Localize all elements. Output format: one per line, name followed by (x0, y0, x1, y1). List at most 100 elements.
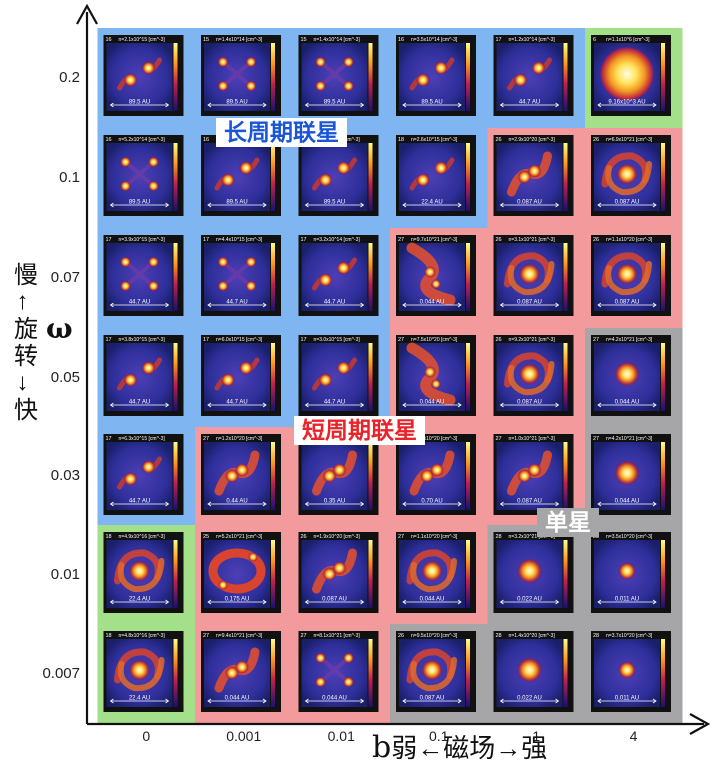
density-peak (120, 180, 131, 192)
density-peak (315, 652, 326, 664)
x-tick-label: 0.01 (327, 728, 355, 744)
panel-level-label: 18 (106, 633, 112, 639)
density-peak (239, 161, 253, 175)
panel-density-label: n=1.1x10^20 [cm^-3] (411, 534, 458, 540)
panel-density-label: n=1.4x10^14 [cm^-3] (216, 37, 263, 43)
y-axis-title-char: 转 (14, 343, 38, 370)
simulation-panel: 18 n=2.6x10^15 [cm^-3] 22.4 AU (396, 135, 476, 216)
panel-density-label: n=1.2x10^14 [cm^-3] (509, 37, 556, 43)
scale-bar-arrow (402, 402, 407, 408)
scale-bar-arrow (304, 599, 309, 605)
colorbar (661, 43, 665, 111)
y-axis-symbol: ω (46, 312, 73, 345)
panel-density-label: n=1.9x10^20 [cm^-3] (314, 534, 361, 540)
colorbar (271, 143, 275, 211)
panel-level-label: 17 (301, 337, 307, 343)
simulation-panel: 16n=4.0x10^15 [cm^-3]89.5 AU (201, 135, 281, 216)
scale-bar-arrow (457, 202, 462, 208)
y-tick-label: 0.07 (50, 269, 80, 286)
panel-scale-label: 0.087 AU (517, 200, 542, 206)
colorbar (368, 143, 373, 211)
density-peak (120, 156, 131, 168)
y-axis-title-char: 快 (14, 397, 38, 424)
panel-density-label: n=6.0x10^15 [cm^-3] (216, 337, 263, 343)
panel-scale-label: 44.7 AU (129, 400, 150, 406)
y-tick-label: 0.2 (59, 69, 80, 86)
scale-bar-arrow (207, 402, 212, 408)
panel-level-label: 27 (301, 633, 307, 639)
simulation-panel: 15 n=1.4x10^14 [cm^-3] 89.5 AU (298, 35, 379, 116)
density-filament (406, 242, 456, 306)
density-peak (123, 73, 138, 87)
colorbar (661, 442, 665, 510)
colorbar (173, 243, 178, 311)
x-axis-title: b弱←磁场→强 (372, 728, 547, 765)
simulation-panel: 27 n=1.0x10^21 [cm^-3] 0.087 AU (493, 434, 574, 515)
scale-bar-arrow (402, 599, 407, 605)
simulation-panel: 17 n=6.0x10^15 [cm^-3] 44.7 AU (201, 335, 281, 416)
density-peak (120, 256, 131, 268)
scale-bar-arrow (207, 599, 212, 605)
scale-bar-arrow (262, 501, 267, 507)
density-peak (218, 580, 228, 590)
scale-bar-arrow (555, 202, 560, 208)
scale-bar-arrow (597, 202, 602, 208)
scale-bar-arrow (360, 102, 365, 108)
density-peak (416, 173, 430, 187)
scale-bar-arrow (652, 501, 657, 507)
colorbar (466, 343, 470, 411)
colorbar (173, 442, 178, 510)
panel-level-label: 28 (593, 534, 599, 540)
density-peak (614, 361, 640, 387)
panel-density-label: n=3.0x10^15 [cm^-3] (314, 337, 361, 343)
scale-bar-arrow (457, 501, 462, 507)
density-peak (618, 661, 636, 679)
panel-density-label: n=3.7x10^20 [cm^-3] (606, 633, 653, 639)
simulation-panel: 16 n=3.5x10^14 [cm^-3] 89.5 AU (396, 35, 476, 116)
x-axis-symbol: b (372, 730, 392, 765)
simulation-panel: 26 n=1.9x10^20 [cm^-3] 0.087 AU (298, 532, 379, 613)
simulation-panel: 26 n=9.2x10^21 [cm^-3] 0.087 AU (493, 335, 574, 416)
colorbar (661, 143, 665, 211)
density-peak (315, 676, 326, 688)
panel-scale-label: 0.044 AU (615, 499, 640, 505)
density-peak (431, 279, 441, 289)
density-peak (245, 80, 257, 92)
density-peak (235, 463, 249, 477)
scale-bar-arrow (499, 202, 504, 208)
density-peak (332, 463, 347, 477)
panel-scale-label: 0.011 AU (615, 696, 639, 702)
simulation-panel: 27n=1.0x10^20 [cm^-3]0.35 AU (298, 434, 379, 515)
panel-scale-label: 89.5 AU (324, 200, 345, 206)
scale-bar-arrow (262, 698, 267, 704)
density-peak (123, 373, 138, 387)
colorbar (563, 540, 568, 608)
colorbar (368, 343, 373, 411)
density-filament (406, 342, 456, 406)
panel-level-label: 18 (106, 534, 112, 540)
panel-image (106, 442, 173, 510)
scale-bar-arrow (652, 302, 657, 308)
scale-bar-arrow (499, 599, 504, 605)
scale-bar-arrow (499, 402, 504, 408)
panel-scale-label: 44.7 AU (226, 300, 247, 306)
density-peak (141, 61, 156, 75)
panel-scale-label: 89.5 AU (129, 200, 150, 206)
panel-density-label: n=3.2x10^21 [cm^-3] (509, 534, 556, 540)
simulation-panel: 17 n=3.0x10^15 [cm^-3] 44.7 AU (298, 335, 379, 416)
panel-level-label: 25 (203, 534, 209, 540)
panel-scale-label: 0.044 AU (322, 696, 347, 702)
panel-level-label: 15 (203, 37, 209, 43)
panel-scale-label: 44.7 AU (226, 400, 247, 406)
panel-scale-label: 0.022 AU (517, 597, 542, 603)
panel-density-label: n=1.2x10^20 [cm^-3] (216, 436, 263, 442)
panel-density-label: n=1.0x10^21 [cm^-3] (509, 436, 556, 442)
density-peak (336, 361, 351, 375)
panel-level-label: 6 (593, 37, 596, 43)
colorbar (271, 540, 275, 608)
panel-level-label: 16 (106, 37, 112, 43)
simulation-panel: 27 n=1.1x10^20 [cm^-3] 0.044 AU (396, 532, 476, 613)
panel-density-label: n=1.1x10^6 [cm^-3] (606, 37, 650, 43)
simulation-panel: 26 n=1.1x10^20 [cm^-3] 0.087 AU (591, 235, 671, 316)
density-peak (128, 659, 151, 681)
